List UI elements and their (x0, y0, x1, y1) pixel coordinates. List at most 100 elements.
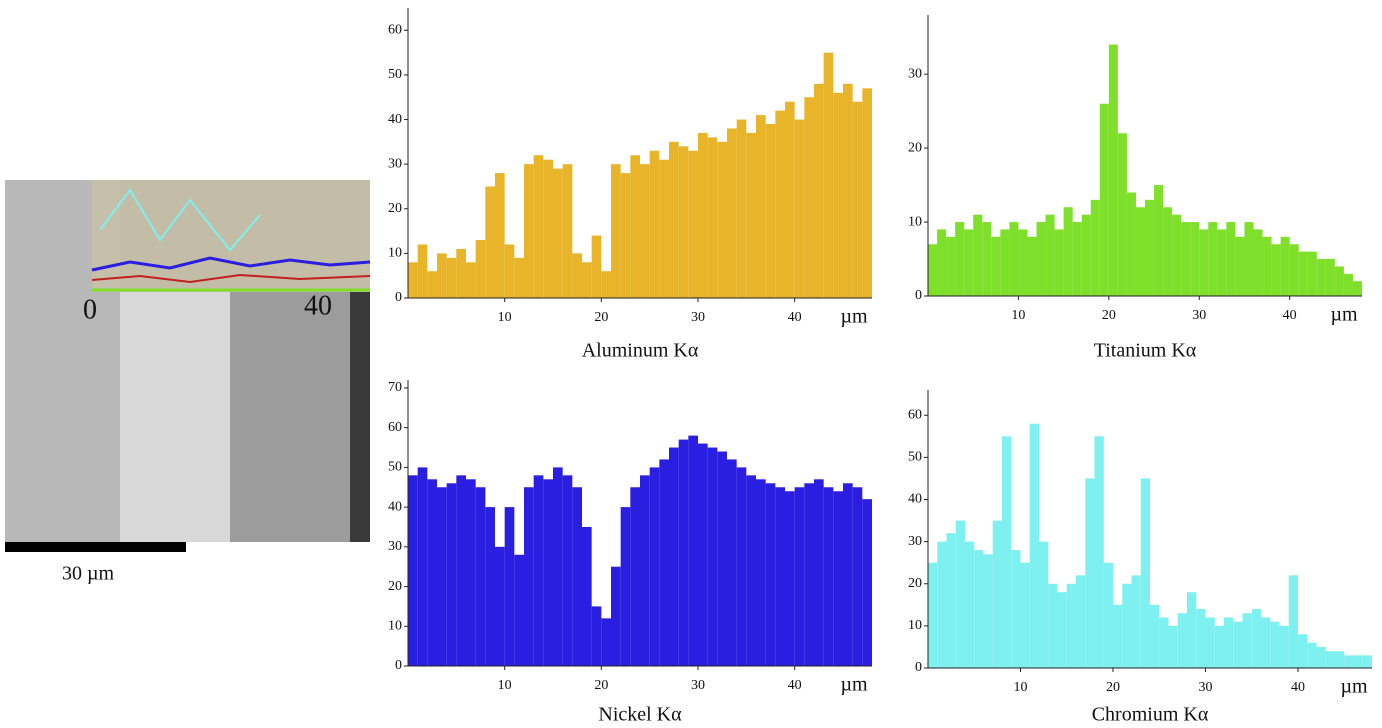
bar (785, 101, 795, 298)
bar (928, 562, 938, 668)
bar (1168, 625, 1178, 668)
x-tick-label: 20 (1106, 680, 1120, 695)
bar (417, 244, 428, 298)
y-tick-label: 50 (388, 460, 402, 475)
y-tick-label: 30 (388, 539, 402, 554)
x-tick-label: 30 (691, 678, 705, 693)
bar (1172, 214, 1182, 296)
x-tick-label: 10 (498, 678, 512, 693)
y-tick-label: 0 (395, 290, 402, 305)
bar (1352, 281, 1362, 296)
x-tick-label: 30 (691, 310, 705, 325)
sem-image: 0 40 30 µm (5, 180, 371, 585)
bar (937, 541, 947, 668)
bar (1251, 609, 1261, 668)
bar (620, 173, 631, 298)
bar (814, 83, 824, 298)
bar (736, 467, 747, 666)
bar (649, 467, 660, 666)
overlay-line (99, 188, 261, 252)
bar (446, 257, 457, 298)
micrograph-region (120, 292, 230, 542)
bar (601, 271, 611, 298)
bar (1217, 229, 1227, 296)
bar (765, 483, 776, 666)
bar (1244, 222, 1254, 296)
bar (620, 507, 631, 666)
x-tick-label: 20 (594, 678, 608, 693)
bar (1103, 562, 1113, 668)
bar (1108, 44, 1118, 296)
bar (446, 483, 457, 666)
y-tick-label: 20 (388, 201, 402, 216)
scan-start-label: 0 (83, 294, 97, 325)
micrograph-region (350, 292, 370, 542)
bar (649, 150, 660, 298)
bar (727, 128, 737, 298)
y-tick-label: 10 (908, 618, 922, 633)
bar (1187, 592, 1197, 668)
bar (417, 467, 428, 666)
y-tick-label: 30 (908, 66, 922, 81)
bar (659, 459, 669, 666)
bar (1117, 133, 1127, 296)
bar (1334, 266, 1344, 296)
chart-title: Nickel Kα (598, 704, 682, 726)
bar (1131, 575, 1141, 668)
y-tick-label: 0 (915, 660, 922, 675)
bar (640, 475, 650, 666)
scan-end-label: 40 (304, 290, 332, 321)
bar (983, 554, 993, 668)
bar (804, 483, 814, 666)
bar (717, 451, 727, 666)
bar (553, 467, 563, 666)
bar (736, 119, 747, 299)
bar (852, 487, 863, 666)
bar (1362, 655, 1372, 668)
bar (833, 92, 843, 299)
bar (814, 479, 824, 666)
bar (524, 487, 534, 666)
bar (1045, 214, 1055, 296)
y-tick-label: 20 (388, 579, 402, 594)
bar (1085, 478, 1095, 668)
bar (852, 101, 863, 298)
bar (504, 507, 515, 666)
bar (964, 229, 974, 296)
bar (1316, 646, 1326, 668)
bar (1081, 214, 1091, 296)
bar (466, 479, 476, 666)
bar (630, 487, 640, 666)
bar (785, 491, 795, 666)
bar (946, 236, 956, 296)
bar (1298, 634, 1308, 668)
bar (765, 124, 776, 298)
bar (1099, 103, 1109, 296)
bar (1307, 642, 1317, 668)
bar (1140, 478, 1150, 668)
bar (1224, 617, 1234, 668)
bar (1235, 236, 1245, 296)
scale-bar (5, 542, 186, 552)
bar (427, 479, 437, 666)
bar (1002, 436, 1012, 668)
bar (1261, 617, 1271, 668)
bar (746, 132, 756, 298)
bar (1233, 621, 1243, 668)
bar (1298, 251, 1308, 296)
bar (1159, 617, 1169, 668)
bar (698, 443, 708, 666)
bar (1150, 604, 1160, 668)
bar (1196, 609, 1206, 668)
bar (965, 541, 975, 668)
bar (427, 271, 437, 298)
bar (1279, 625, 1289, 668)
y-tick-label: 10 (388, 618, 402, 633)
bar (408, 475, 418, 666)
bar (591, 235, 602, 298)
bar (688, 435, 698, 666)
bar (1199, 229, 1209, 296)
y-tick-label: 0 (915, 288, 922, 303)
bar (514, 257, 524, 298)
